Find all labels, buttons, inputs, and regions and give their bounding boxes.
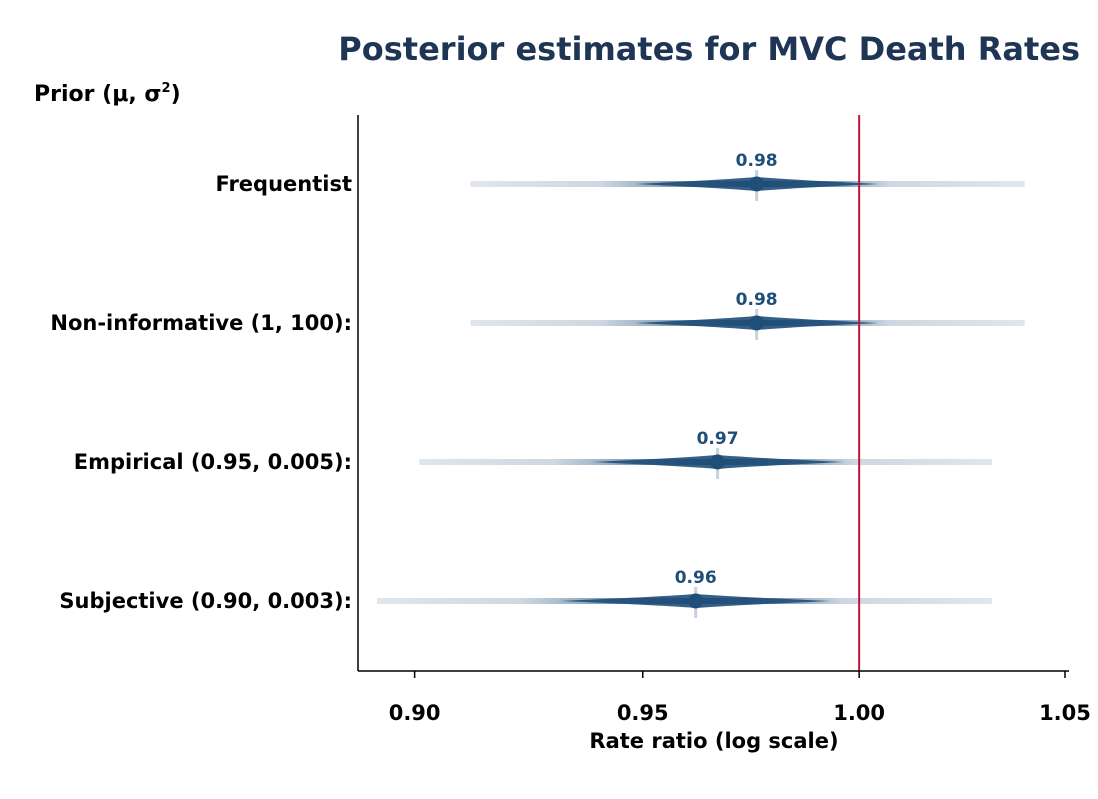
row-4-point-estimate (688, 593, 704, 609)
row-2-label: Non-informative (1, 100): (50, 311, 352, 335)
row-2-estimate-label: 0.98 (736, 290, 778, 310)
x-axis-ticks: 0.90 0.95 1.00 1.05 (389, 671, 1091, 725)
x-tick-label-1: 0.90 (389, 701, 441, 725)
row-1-point-estimate (749, 176, 765, 192)
row-1-estimate-label: 0.98 (736, 151, 778, 171)
row-4-estimate-label: 0.96 (675, 568, 717, 588)
plot-area: 0.98 Frequentist 0.98 Non-informative (1, 1… (50, 115, 1025, 671)
prior-header-close: ) (171, 82, 181, 107)
prior-header-base: Prior (μ, σ (34, 82, 162, 107)
x-tick-label-2: 0.95 (617, 701, 669, 725)
row-3-point-estimate (710, 454, 726, 470)
prior-header-superscript: 2 (162, 81, 171, 96)
row-3-label: Empirical (0.95, 0.005): (74, 450, 352, 474)
x-tick-label-3: 1.00 (833, 701, 885, 725)
row-4-label: Subjective (0.90, 0.003): (59, 589, 352, 613)
x-tick-label-4: 1.05 (1039, 701, 1091, 725)
prior-column-header: Prior (μ, σ2) (34, 81, 181, 107)
chart-title: Posterior estimates for MVC Death Rates (338, 30, 1080, 68)
row-1-label: Frequentist (215, 172, 352, 196)
x-axis-label: Rate ratio (log scale) (589, 729, 838, 753)
row-3-estimate-label: 0.97 (697, 429, 739, 449)
row-2-point-estimate (749, 315, 765, 331)
